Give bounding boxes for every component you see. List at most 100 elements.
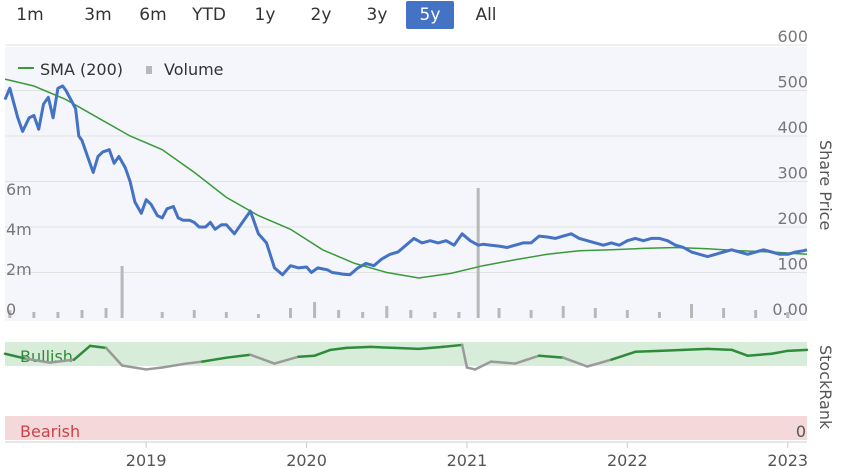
volume-bar: [104, 308, 108, 318]
stockrank-segment: [329, 346, 348, 352]
price-tick-label: 500: [777, 73, 808, 92]
volume-bar: [80, 310, 84, 318]
range-button-1y[interactable]: 1y: [254, 5, 276, 25]
bullish-band: [5, 342, 807, 366]
x-tick-label: 2022: [607, 451, 648, 468]
volume-bar: [433, 312, 437, 318]
volume-bar: [160, 312, 164, 318]
stockrank-segment: [682, 347, 709, 352]
stockrank-segment: [561, 356, 589, 368]
stockrank-segment: [120, 364, 148, 371]
sma-line: [4, 78, 808, 279]
volume-bar: [476, 188, 480, 318]
volume-bar: [313, 302, 317, 318]
stockrank-segment: [88, 344, 108, 350]
volume-bar: [529, 310, 533, 318]
range-button-3m[interactable]: 3m: [84, 5, 112, 25]
volume-bar: [32, 312, 36, 318]
share-price-line: [3, 84, 808, 277]
stockrank-segment: [586, 358, 613, 368]
volume-bar: [56, 312, 60, 318]
plot-background: [5, 47, 807, 321]
volume-bar: [409, 310, 413, 318]
volume-bar: [385, 306, 389, 318]
price-tick-label: 300: [777, 164, 808, 183]
stockrank-segment: [658, 348, 685, 353]
volume-bar: [690, 304, 694, 318]
x-tick-label: 2023: [767, 451, 808, 468]
volume-bar: [289, 308, 293, 318]
stockrank-segment: [786, 348, 809, 353]
volume-bar: [625, 310, 629, 318]
stockrank-segment: [610, 350, 637, 361]
volume-tick-label: 2m: [6, 260, 32, 279]
range-button-5y[interactable]: 5y: [406, 1, 454, 29]
bearish-band: [5, 416, 807, 440]
range-button-1m[interactable]: 1m: [16, 5, 44, 25]
stockrank-segment: [48, 358, 76, 364]
volume-bar: [120, 266, 124, 318]
stockrank-segment: [706, 347, 733, 352]
volume-bar: [256, 314, 260, 318]
stockrank-segment: [160, 362, 188, 369]
stockrank-segment: [249, 353, 276, 365]
stockrank-segment: [746, 352, 773, 357]
price-tick-label: 600: [777, 27, 808, 46]
range-button-ytd[interactable]: YTD: [192, 5, 226, 25]
price-tick-label: 0.00: [772, 300, 808, 319]
volume-bar: [561, 306, 565, 318]
bearish-label: Bearish: [20, 422, 80, 441]
stockrank-segment: [72, 344, 92, 361]
volume-tick-label: 6m: [6, 180, 32, 199]
volume-bar: [224, 312, 228, 318]
range-button-3y[interactable]: 3y: [366, 5, 388, 25]
stockrank-segment: [345, 345, 372, 350]
stockrank-segment: [201, 356, 228, 363]
stockrank-segment: [144, 366, 164, 371]
volume-tick-label: 4m: [6, 220, 32, 239]
stockrank-segment: [730, 348, 749, 357]
stockrank-segment: [537, 354, 565, 359]
stockrank-segment: [3, 352, 28, 360]
volume-tick-label: 0: [6, 300, 16, 319]
stockrank-segment: [24, 357, 52, 364]
x-tick-label: 2020: [286, 451, 327, 468]
x-tick-label: 2021: [447, 451, 488, 468]
stockrank-segment: [513, 354, 541, 365]
stockrank-segment: [369, 345, 397, 350]
x-tick-label: 2019: [126, 451, 167, 468]
stockrank-segment: [104, 346, 124, 367]
stockrank-segment: [313, 348, 332, 357]
stockrank-segment: [460, 343, 469, 369]
price-tick-label: 400: [777, 118, 808, 137]
stockrank-segment: [489, 360, 517, 365]
volume-bar: [786, 312, 790, 318]
volume-bar: [657, 312, 661, 318]
volume-bar: [361, 312, 365, 318]
legend-volume-swatch: [146, 66, 152, 74]
volume-bar: [754, 310, 758, 318]
range-button-6m[interactable]: 6m: [139, 5, 167, 25]
stockrank-segment: [473, 360, 493, 371]
stockrank-axis-label: StockRank: [816, 345, 835, 430]
volume-bar: [337, 310, 341, 318]
stockrank-segment: [770, 349, 790, 356]
stockrank-segment: [273, 355, 300, 365]
stockrank-segment: [185, 360, 204, 365]
volume-bar: [593, 308, 597, 318]
volume-bar: [8, 310, 12, 318]
stockrank-segment: [465, 366, 477, 371]
stockrank-segment: [634, 349, 661, 354]
price-tick-label: 100: [777, 255, 808, 274]
stockrank-segment: [441, 343, 464, 349]
price-tick-label: 200: [777, 209, 808, 228]
volume-bar: [722, 308, 726, 318]
volume-bar: [457, 312, 461, 318]
stockrank-segment: [393, 346, 421, 351]
stockrank-segment: [297, 354, 316, 358]
stockrank-segment: [225, 353, 252, 359]
legend-sma-label: SMA (200): [40, 60, 123, 79]
range-button-2y[interactable]: 2y: [310, 5, 332, 25]
range-button-all[interactable]: All: [475, 5, 497, 25]
share-price-axis-label: Share Price: [816, 140, 835, 230]
